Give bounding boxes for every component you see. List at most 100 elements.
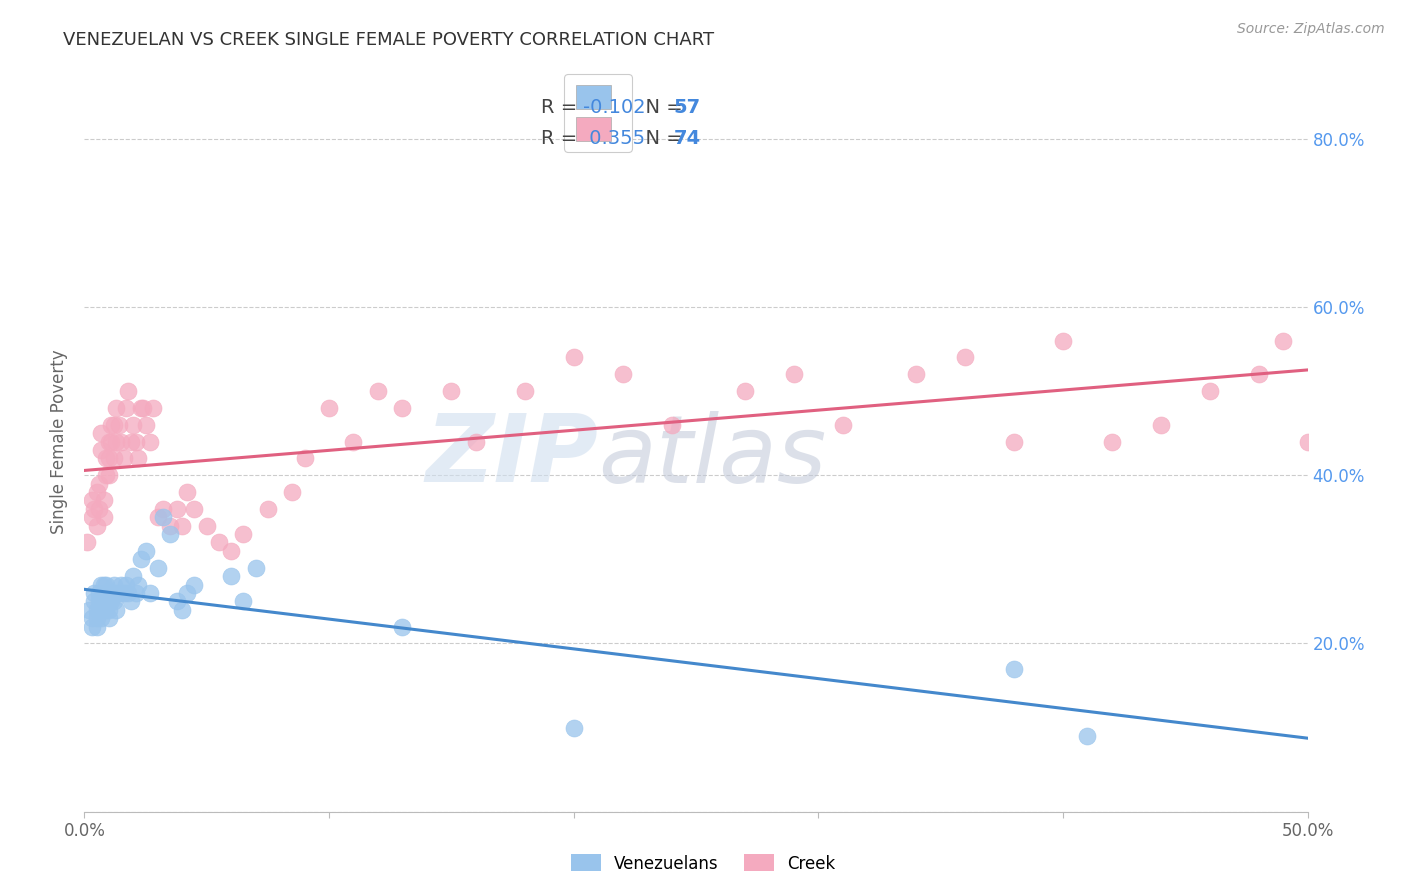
Point [953,351,976,365]
Point [97,468,120,483]
Point [80,611,103,625]
Text: 74: 74 [673,128,700,148]
Point [391,401,413,415]
Text: atlas: atlas [598,411,827,502]
Point [127,577,149,591]
Point [93,594,115,608]
Point [100,434,122,449]
Point [97,611,120,625]
Point [232,527,254,541]
Point [1002,434,1025,449]
Point [83,586,105,600]
Y-axis label: Single Female Poverty: Single Female Poverty [51,350,69,533]
Point [93,577,115,591]
Point [135,544,157,558]
Point [562,721,585,735]
Point [172,603,194,617]
Point [96,451,118,466]
Point [464,434,486,449]
Point [831,417,853,432]
Point [112,451,135,466]
Point [80,493,103,508]
Point [120,434,142,449]
Point [391,619,413,633]
Point [172,518,194,533]
Point [1296,434,1319,449]
Text: N =: N = [633,128,689,148]
Point [96,594,118,608]
Point [129,552,152,566]
Point [96,586,118,600]
Point [87,501,110,516]
Point [232,594,254,608]
Point [105,603,128,617]
Point [1076,729,1098,743]
Point [90,594,112,608]
Point [87,586,110,600]
Point [96,577,118,591]
Point [152,501,174,516]
Point [80,619,103,633]
Point [110,577,132,591]
Point [103,451,125,466]
Point [97,603,120,617]
Text: ZIP: ZIP [425,410,598,502]
Point [103,417,125,432]
Legend: , : , [564,74,633,153]
Text: R =: R = [541,97,583,117]
Point [86,518,108,533]
Point [1002,662,1025,676]
Point [117,384,139,398]
Point [80,510,103,524]
Point [142,401,165,415]
Point [112,586,135,600]
Point [97,586,120,600]
Point [100,417,122,432]
Point [183,577,205,591]
Point [117,586,139,600]
Point [1272,334,1295,348]
Point [159,518,181,533]
Point [562,351,585,365]
Text: Source: ZipAtlas.com: Source: ZipAtlas.com [1237,22,1385,37]
Point [125,586,148,600]
Point [87,603,110,617]
Point [105,401,128,415]
Point [107,586,129,600]
Point [90,611,112,625]
Text: 57: 57 [673,97,700,117]
Point [159,527,181,541]
Point [152,510,174,524]
Point [83,594,105,608]
Point [86,485,108,500]
Point [115,401,138,415]
Point [1052,334,1074,348]
Point [97,451,120,466]
Point [139,586,162,600]
Point [110,434,132,449]
Point [661,417,683,432]
Point [1150,417,1173,432]
Point [783,368,806,382]
Text: -0.102: -0.102 [583,97,647,117]
Point [734,384,756,398]
Point [105,434,128,449]
Legend: Venezuelans, Creek: Venezuelans, Creek [564,847,842,880]
Point [1101,434,1123,449]
Text: VENEZUELAN VS CREEK SINGLE FEMALE POVERTY CORRELATION CHART: VENEZUELAN VS CREEK SINGLE FEMALE POVERT… [63,31,714,49]
Point [86,611,108,625]
Point [132,401,155,415]
Point [86,619,108,633]
Point [96,468,118,483]
Point [103,594,125,608]
Point [97,594,120,608]
Text: N =: N = [633,97,689,117]
Point [87,594,110,608]
Point [125,434,148,449]
Point [120,594,142,608]
Point [294,451,316,466]
Point [176,586,198,600]
Point [219,569,242,583]
Point [440,384,463,398]
Point [93,586,115,600]
